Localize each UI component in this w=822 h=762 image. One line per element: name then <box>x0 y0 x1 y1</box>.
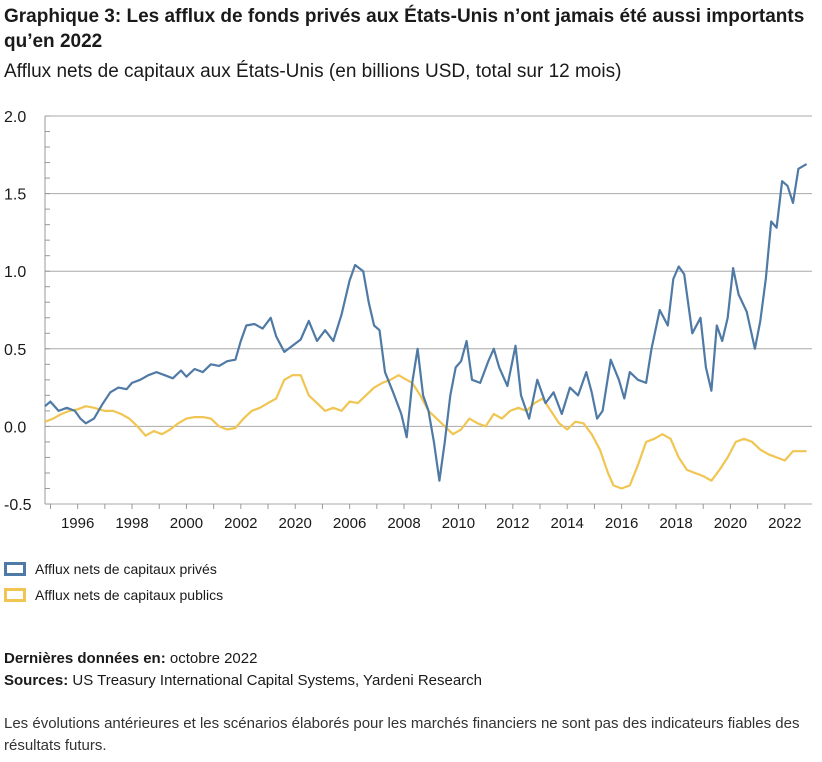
legend-swatch-private <box>4 562 26 576</box>
last-data-note: Dernières données en: octobre 2022 <box>4 648 257 669</box>
legend-swatch-public <box>4 588 26 602</box>
legend-item-public: Afflux nets de capitaux publics <box>4 582 223 608</box>
legend-label-private: Afflux nets de capitaux privés <box>35 561 217 577</box>
x-tick-label: 2008 <box>387 515 420 532</box>
legend: Afflux nets de capitaux privés Afflux ne… <box>4 556 223 608</box>
legend-label-public: Afflux nets de capitaux publics <box>35 587 224 603</box>
x-tick-label: 1996 <box>61 515 94 532</box>
series-line <box>44 163 808 482</box>
sources-value: US Treasury International Capital System… <box>72 672 483 689</box>
line-chart: -0.5 0.0 0.5 1.0 1.5 2.0 1996 1998 2000 2002 2020 2… <box>4 109 812 532</box>
last-data-value: octobre 2022 <box>169 650 258 667</box>
disclaimer: Les évolutions antérieures et les scénar… <box>4 715 800 754</box>
chart-title: Graphique 3: Les afflux de fonds privés … <box>4 6 805 52</box>
y-tick-label: 1.5 <box>4 187 26 204</box>
y-tick-label: 0.0 <box>4 419 26 436</box>
legend-item-private: Afflux nets de capitaux privés <box>4 556 223 582</box>
sources-note: Sources: US Treasury International Capit… <box>4 670 482 691</box>
last-data-label: Dernières données en: <box>4 650 166 667</box>
x-tick-label: 2018 <box>659 515 692 532</box>
series-line <box>44 374 807 490</box>
x-tick-label: 2016 <box>605 515 638 532</box>
y-tick-label: 1.0 <box>4 264 26 281</box>
x-tick-label: 2020 <box>714 515 747 532</box>
x-tick-label: 2020 <box>279 515 312 532</box>
y-tick-label: -0.5 <box>4 497 32 514</box>
x-tick-label: 2000 <box>170 515 203 532</box>
x-tick-label: 2002 <box>224 515 257 532</box>
x-tick-label: 2006 <box>333 515 366 532</box>
x-tick-label: 2010 <box>442 515 475 532</box>
x-tick-label: 2022 <box>768 515 801 532</box>
y-tick-label: 2.0 <box>4 109 26 126</box>
x-tick-label: 2012 <box>496 515 529 532</box>
y-tick-label: 0.5 <box>4 342 26 359</box>
x-tick-label: 1998 <box>115 515 148 532</box>
chart-subtitle: Afflux nets de capitaux aux États-Unis (… <box>4 61 622 82</box>
sources-label: Sources: <box>4 672 69 689</box>
x-tick-label: 2014 <box>551 515 584 532</box>
